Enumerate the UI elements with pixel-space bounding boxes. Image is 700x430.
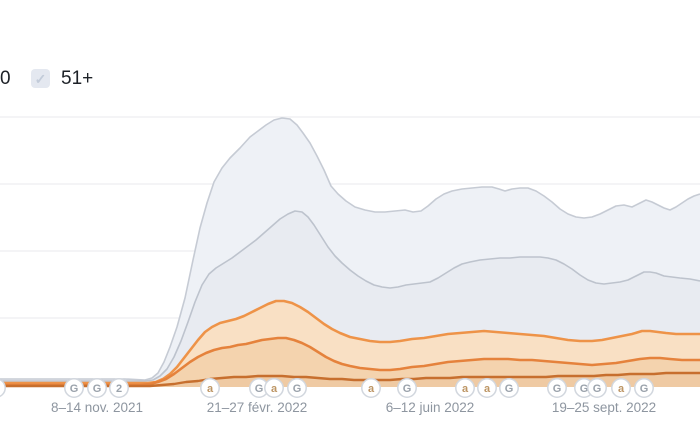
update-marker-letter: G [640, 383, 649, 395]
legend-item-51plus[interactable]: ✓ 51+ [31, 69, 93, 88]
update-marker-G[interactable]: G [249, 378, 269, 398]
checkbox-51plus[interactable]: ✓ [31, 69, 50, 88]
update-marker-G[interactable]: G [587, 378, 607, 398]
update-marker-G[interactable]: G [87, 378, 107, 398]
update-marker-G[interactable]: G [547, 378, 567, 398]
update-marker-letter: G [580, 383, 589, 395]
update-marker-letter: a [271, 383, 278, 395]
update-marker-letter: G [255, 383, 264, 395]
update-marker-letter: G [505, 383, 514, 395]
update-marker-letter: G [553, 383, 562, 395]
x-axis-label: 8–14 nov. 2021 [51, 400, 143, 415]
x-axis-labels: 8–14 nov. 2021 21–27 févr. 2022 6–12 juin … [51, 400, 656, 415]
update-marker-a[interactable]: a [611, 378, 631, 398]
update-marker-partial[interactable] [0, 378, 6, 398]
update-marker-letter: a [368, 383, 375, 395]
update-marker-a[interactable]: a [455, 378, 475, 398]
update-marker-letter: G [93, 383, 102, 395]
update-marker-letter: a [207, 383, 214, 395]
update-marker-letter: a [618, 383, 625, 395]
update-marker-letter: G [293, 383, 302, 395]
update-marker-letter: a [462, 383, 469, 395]
series-band-mid-orange [0, 336, 700, 387]
x-axis-label: 21–27 févr. 2022 [207, 400, 308, 415]
update-marker-2[interactable]: 2 [109, 378, 129, 398]
update-marker-G[interactable]: G [287, 378, 307, 398]
update-marker-G[interactable]: G [64, 378, 84, 398]
update-marker-letter: G [403, 383, 412, 395]
update-marker-a[interactable]: a [477, 378, 497, 398]
update-marker-letter: 2 [116, 383, 122, 395]
checkmark-icon: ✓ [34, 70, 47, 87]
update-marker-letter: a [484, 383, 491, 395]
update-marker-G[interactable]: G [634, 378, 654, 398]
update-marker-letter: G [70, 383, 79, 395]
legend-item-truncated: 0 [0, 68, 11, 89]
legend-label-51plus: 51+ [61, 68, 94, 89]
update-marker-a[interactable]: a [361, 378, 381, 398]
update-marker-a[interactable]: a [264, 378, 284, 398]
x-axis-label: 6–12 juin 2022 [386, 400, 475, 415]
x-axis-label: 19–25 sept. 2022 [552, 400, 656, 415]
update-marker-a[interactable]: a [200, 378, 220, 398]
update-marker-G[interactable]: G [499, 378, 519, 398]
update-marker-letter: G [593, 383, 602, 395]
update-marker-G[interactable]: G [397, 378, 417, 398]
